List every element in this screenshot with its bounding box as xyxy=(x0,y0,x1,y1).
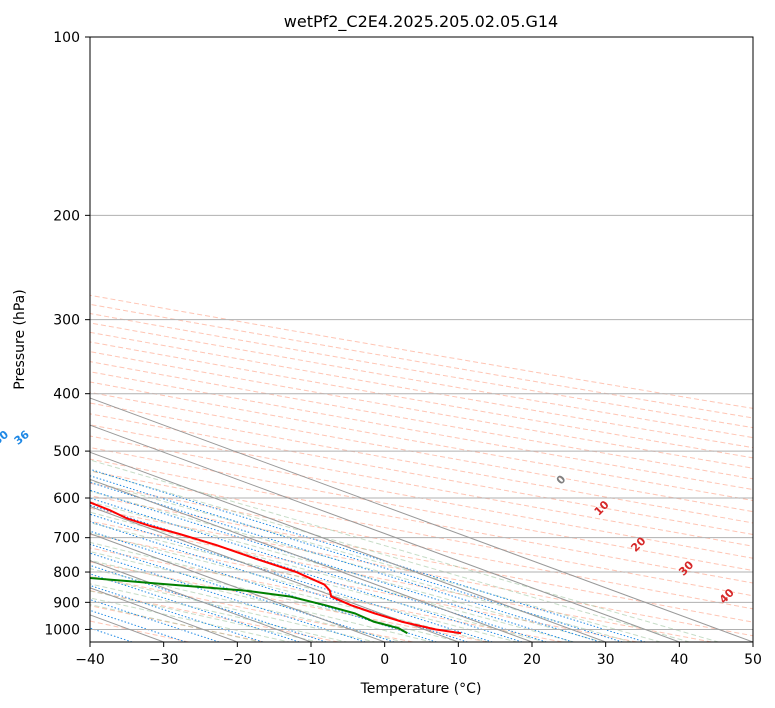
x-tick-label: −30 xyxy=(149,652,179,668)
temperature-line xyxy=(90,501,462,635)
dry-adiabat xyxy=(90,447,753,572)
mixing-ratio-line xyxy=(90,468,646,642)
x-tick-label: 10 xyxy=(449,652,467,668)
dry-adiabat xyxy=(90,294,753,409)
mixing-ratio-line xyxy=(90,573,300,642)
y-tick-label: 200 xyxy=(53,208,80,224)
chart-title: wetPf2_C2E4.2025.205.02.05.G14 xyxy=(284,12,558,32)
dry-adiabat xyxy=(90,424,753,547)
moist-adiabat xyxy=(90,583,349,642)
y-tick-label: 600 xyxy=(53,491,80,507)
mixing-ratio-line xyxy=(90,543,395,642)
moist-adiabat xyxy=(90,532,519,642)
x-tick-label: 20 xyxy=(523,652,541,668)
x-tick-label: −40 xyxy=(75,652,105,668)
x-tick-label: −10 xyxy=(296,652,326,668)
isotherm xyxy=(90,424,680,642)
x-tick-label: 30 xyxy=(597,652,615,668)
x-tick-label: 40 xyxy=(670,652,688,668)
mixing-ratio-label: 36 xyxy=(12,428,32,448)
plot-frame xyxy=(89,36,754,643)
isotherm xyxy=(90,451,606,642)
moist-adiabat xyxy=(90,501,605,642)
dry-adiabat xyxy=(90,495,753,623)
dry-adiabat xyxy=(90,322,753,439)
moist-adiabat xyxy=(90,541,491,642)
y-tick-label: 1000 xyxy=(44,622,80,638)
profile-lines xyxy=(90,501,462,635)
isotherm xyxy=(90,478,533,642)
axes: −40 −30 −20 −10 0 10 20 30 40 50 100 200 300 400 500 60… xyxy=(44,30,762,668)
x-tick-label: −20 xyxy=(223,652,253,668)
x-tick-label: 50 xyxy=(744,652,762,668)
mixing-ratio-line xyxy=(90,513,493,642)
dry-adiabat xyxy=(90,470,753,597)
mixing-ratio-label: 30 xyxy=(0,428,11,448)
y-tick-label: 300 xyxy=(53,313,80,329)
mixing-ratio-line xyxy=(90,489,573,642)
y-tick-label: 400 xyxy=(53,387,80,403)
dry-adiabat xyxy=(90,482,753,610)
moist-adiabat xyxy=(90,551,462,642)
mixing-ratio-line xyxy=(90,481,601,642)
mixing-ratio-line xyxy=(90,599,220,642)
isotherm xyxy=(90,397,753,642)
x-tick-label: 0 xyxy=(380,652,389,668)
y-tick-label: 900 xyxy=(53,595,80,611)
moist-adiabat xyxy=(90,459,721,642)
moist-adiabat xyxy=(90,511,576,642)
x-axis-label: Temperature (°C) xyxy=(360,681,482,697)
dry-adiabat xyxy=(90,331,753,449)
plot-area xyxy=(90,37,753,642)
y-tick-label: 100 xyxy=(53,30,80,46)
dry-adiabat xyxy=(90,533,638,642)
y-tick-label: 800 xyxy=(53,565,80,581)
y-tick-label: 700 xyxy=(53,531,80,547)
y-axis-label: Pressure (hPa) xyxy=(12,289,28,389)
dry-adiabat xyxy=(90,435,753,559)
moist-adiabat xyxy=(90,590,321,642)
dewpoint-line xyxy=(90,576,408,635)
background-lines xyxy=(90,37,753,642)
moist-adiabat xyxy=(90,575,378,642)
dry-adiabat xyxy=(90,303,753,419)
mixing-ratio-line xyxy=(90,504,523,642)
isotherm xyxy=(90,533,385,642)
mixing-ratio-line xyxy=(90,584,263,642)
y-tick-label: 500 xyxy=(53,444,80,460)
dry-adiabat xyxy=(90,458,753,584)
moist-adiabat xyxy=(90,604,263,642)
moist-adiabat xyxy=(90,522,547,642)
plot-background xyxy=(90,37,753,642)
moist-adiabat xyxy=(90,559,434,642)
dry-adiabat xyxy=(90,520,712,642)
isotherm xyxy=(90,505,459,642)
